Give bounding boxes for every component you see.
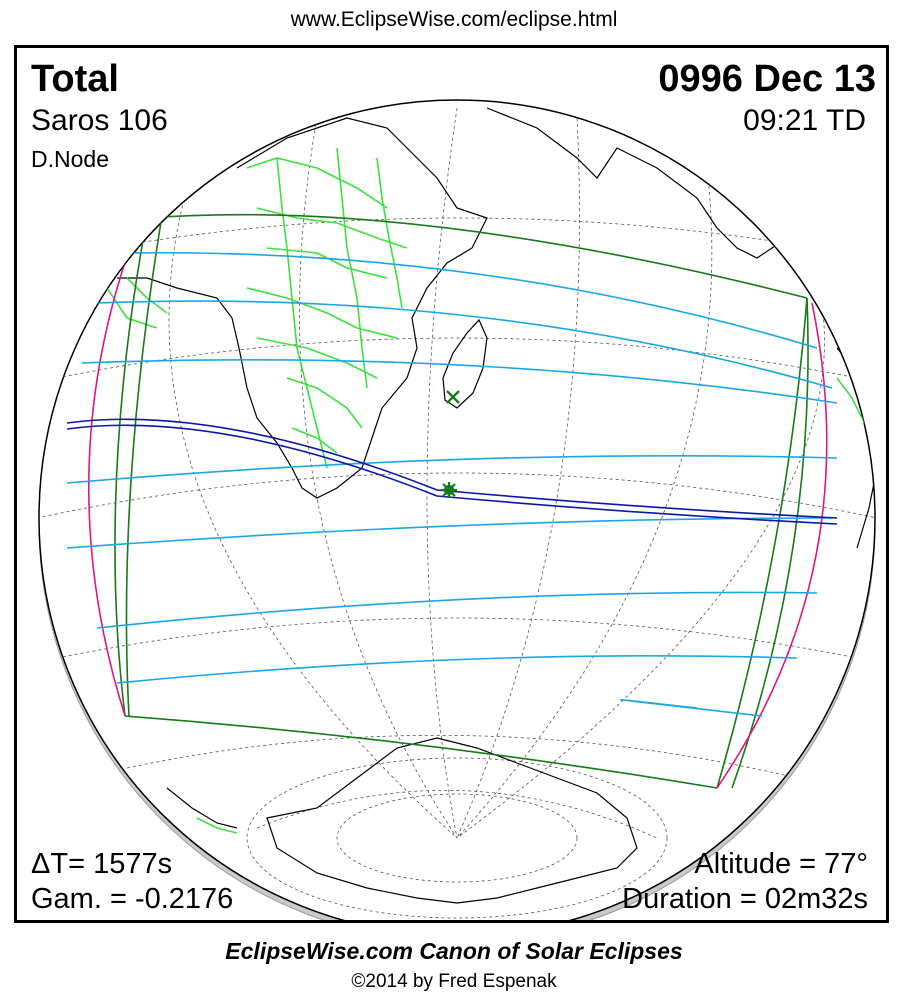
- madagascar-coastline: [442, 318, 488, 409]
- altitude: Altitude = 77°: [694, 848, 868, 880]
- canon-title[interactable]: EclipseWise.com Canon of Solar Eclipses: [225, 938, 683, 964]
- eclipse-time: 09:21 TD: [743, 104, 866, 137]
- south-america-coastline: [166, 787, 238, 829]
- cross-icon: [446, 390, 460, 404]
- globe-map: [38, 99, 876, 920]
- delta-t: ΔT= 1577s: [31, 848, 173, 880]
- africa-coastline: [117, 117, 488, 499]
- rise-set-curves: [88, 227, 828, 789]
- eclipse-map-frame: Total Saros 106 D.Node 0996 Dec 13 09:21…: [14, 45, 889, 923]
- source-url[interactable]: www.EclipseWise.com/eclipse.html: [290, 8, 618, 31]
- saros-number: Saros 106: [31, 104, 168, 137]
- asterisk-icon: [441, 482, 457, 498]
- arabia-coastline: [486, 107, 788, 259]
- eclipse-date: 0996 Dec 13: [658, 58, 876, 100]
- globe-disk: [38, 99, 876, 920]
- central-path-of-totality: [66, 418, 838, 525]
- eclipse-type: Total: [31, 58, 119, 100]
- gamma: Gam. = -0.2176: [31, 883, 234, 915]
- copyright: ©2014 by Fred Espenak: [351, 971, 557, 992]
- node-label: D.Node: [31, 146, 109, 172]
- duration: Duration = 02m32s: [622, 883, 868, 915]
- graticule: [39, 107, 875, 919]
